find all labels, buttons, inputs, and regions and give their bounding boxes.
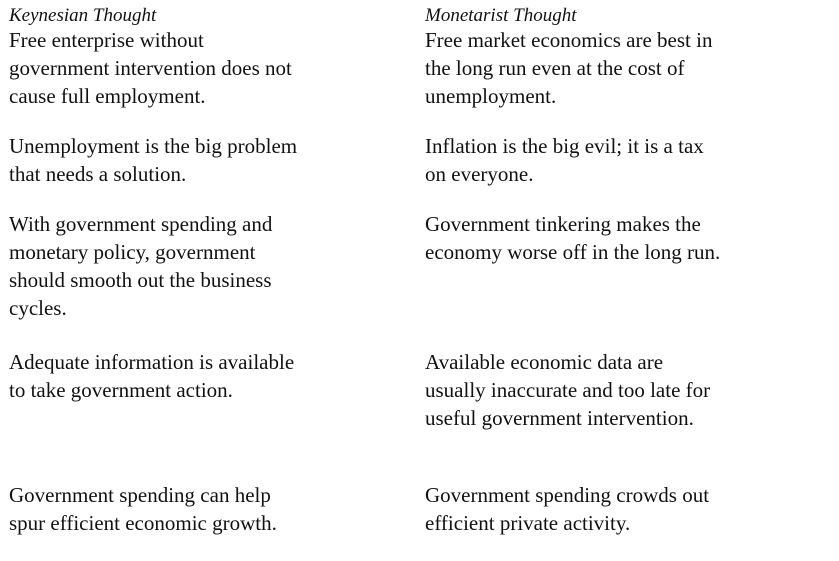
monetarist-point-5: Government spending crowds out efficient… [425,483,710,535]
keynesian-point-1: Free enterprise without government inter… [9,28,292,108]
monetarist-point-3: Government tinkering makes the economy w… [425,212,721,264]
keynesian-point-3: With government spending and monetary po… [9,212,273,320]
monetarist-point-1: Free market economics are best in the lo… [425,28,713,108]
keynesian-point-4: Adequate information is available to tak… [9,350,295,402]
keynesian-point-5: Government spending can help spur effici… [9,483,277,535]
monetarist-point-4: Available economic data are usually inac… [425,350,711,430]
keynesian-heading: Keynesian Thought [9,5,157,26]
monetarist-point-2: Inflation is the big evil; it is a tax o… [425,134,704,186]
keynesian-point-2: Unemployment is the big problem that nee… [9,134,298,186]
monetarist-heading: Monetarist Thought [425,5,577,26]
